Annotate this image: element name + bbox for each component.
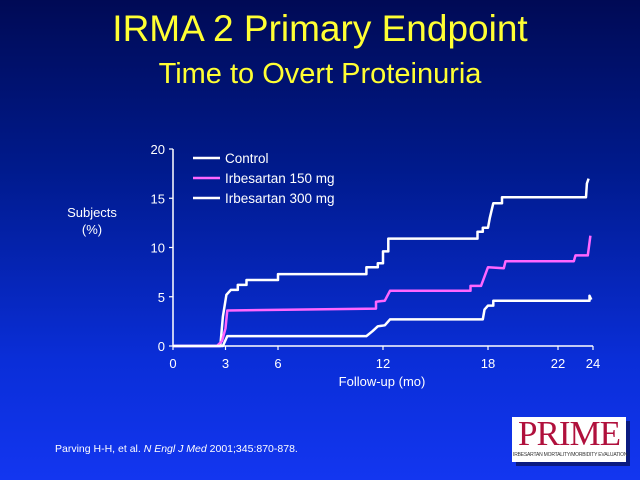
- citation-details: 2001;345:870-878.: [209, 443, 298, 455]
- legend-label-irb150: Irbesartan 150 mg: [225, 171, 335, 186]
- kaplan-meier-chart: 0 5 10 15 20 0 3 6 12 18 22 24 Follow-up (mo) Control…: [151, 142, 600, 389]
- prime-logo: PRIME IRBESARTAN MORTALITY/MORBIDITY EVA…: [512, 414, 628, 462]
- legend-label-irb300: Irbesartan 300 mg: [225, 191, 335, 206]
- y-axis-label-line: Subjects: [67, 205, 117, 220]
- y-tick-label: 10: [151, 241, 165, 256]
- series-line-control: [173, 178, 590, 348]
- logo-name: PRIME: [518, 414, 621, 453]
- y-tick-label: 0: [158, 339, 165, 354]
- legend-label-control: Control: [225, 151, 269, 166]
- y-axis-label: Subjects (%): [52, 204, 132, 238]
- x-axis-label: Follow-up (mo): [339, 374, 426, 389]
- x-tick-label: 18: [481, 356, 495, 371]
- citation: Parving H-H, et al. N Engl J Med 2001;34…: [55, 443, 298, 455]
- citation-journal: N Engl J Med: [143, 443, 207, 455]
- y-tick-label: 20: [151, 142, 165, 157]
- series-line-irb300: [173, 294, 593, 348]
- x-tick-label: 12: [376, 356, 390, 371]
- y-tick-label: 15: [151, 191, 165, 206]
- slide-title: IRMA 2 Primary Endpoint: [112, 8, 528, 49]
- x-tick-label: 24: [586, 356, 600, 371]
- slide-subtitle: Time to Overt Proteinuria: [158, 58, 482, 90]
- x-tick-label: 6: [274, 356, 281, 371]
- x-tick-label: 22: [551, 356, 565, 371]
- y-axis-label-line: (%): [81, 222, 103, 237]
- x-tick-label: 3: [222, 356, 229, 371]
- citation-authors: Parving H-H, et al.: [55, 443, 141, 455]
- x-tick-label: 0: [169, 356, 176, 371]
- series-line-irb150: [173, 235, 592, 348]
- logo-tagline: IRBESARTAN MORTALITY/MORBIDITY EVALUATIO…: [513, 452, 628, 458]
- y-tick-label: 5: [158, 290, 165, 305]
